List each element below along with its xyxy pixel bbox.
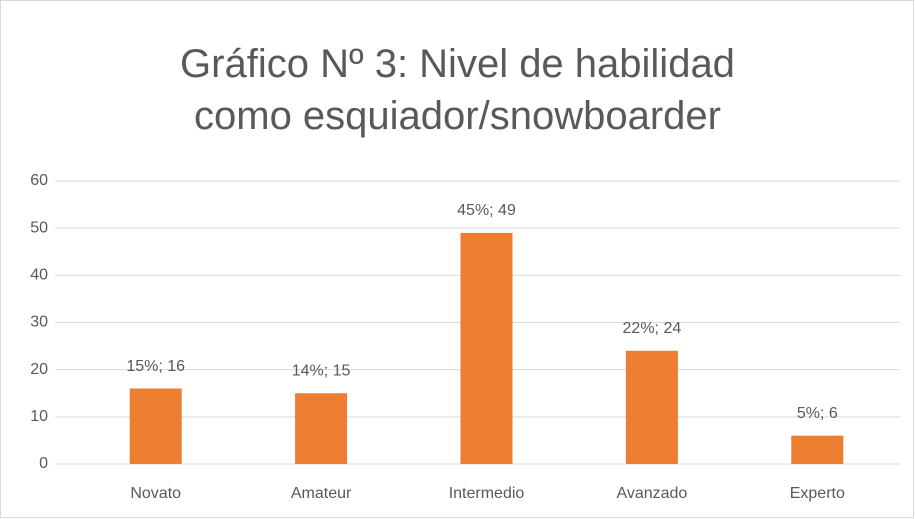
x-tick-label: Experto: [790, 485, 845, 502]
data-label: 14%; 15: [292, 362, 351, 379]
data-label: 15%; 16: [126, 358, 185, 375]
y-tick-label: 0: [39, 455, 48, 472]
y-tick-label: 20: [30, 361, 48, 378]
bar: [295, 393, 348, 464]
y-tick-label: 10: [30, 408, 48, 425]
x-tick-label: Intermedio: [449, 485, 525, 502]
x-tick-label: Avanzado: [616, 485, 687, 502]
y-tick-label: 60: [30, 172, 48, 189]
chart-title: Gráfico Nº 3: Nivel de habilidad como es…: [180, 42, 735, 138]
data-label: 45%; 49: [457, 202, 516, 219]
y-tick-label: 40: [30, 267, 48, 284]
x-tick-label: Novato: [130, 485, 181, 502]
y-tick-label: 50: [30, 219, 48, 236]
data-label: 22%; 24: [623, 320, 682, 337]
bar: [791, 435, 844, 464]
data-label: 5%; 6: [797, 405, 838, 422]
bar: [625, 350, 678, 464]
bar: [460, 232, 513, 464]
y-tick-label: 30: [30, 314, 48, 331]
x-tick-label: Amateur: [291, 485, 352, 502]
bar: [129, 388, 182, 464]
